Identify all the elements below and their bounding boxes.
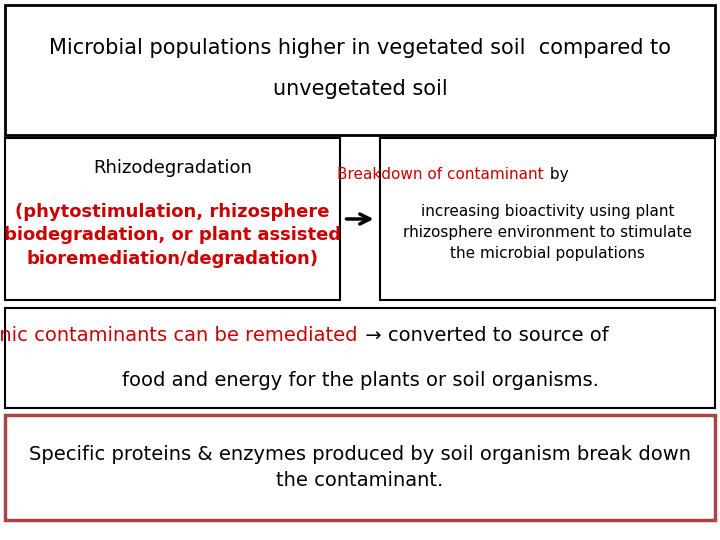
Bar xyxy=(380,138,715,300)
Text: Microbial populations higher in vegetated soil  compared to: Microbial populations higher in vegetate… xyxy=(49,38,671,58)
Text: (phytostimulation, rhizosphere
biodegradation, or plant assisted
bioremediation/: (phytostimulation, rhizosphere biodegrad… xyxy=(4,202,341,268)
Text: by: by xyxy=(545,167,569,182)
Bar xyxy=(5,415,715,520)
Text: Specific proteins & enzymes produced by soil organism break down
the contaminant: Specific proteins & enzymes produced by … xyxy=(29,445,691,490)
Text: → converted to source of: → converted to source of xyxy=(359,326,609,345)
Text: increasing bioactivity using plant
rhizosphere environment to stimulate
the micr: increasing bioactivity using plant rhizo… xyxy=(403,204,692,261)
Text: food and energy for the plants or soil organisms.: food and energy for the plants or soil o… xyxy=(122,371,598,390)
Bar xyxy=(5,308,715,408)
Text: Rhizodegradation: Rhizodegradation xyxy=(93,159,252,177)
Text: Organic contaminants can be remediated: Organic contaminants can be remediated xyxy=(0,326,358,345)
Bar xyxy=(5,5,715,135)
Text: Breakdown of contaminant: Breakdown of contaminant xyxy=(337,167,544,182)
Text: unvegetated soil: unvegetated soil xyxy=(273,79,447,99)
Bar xyxy=(5,138,340,300)
